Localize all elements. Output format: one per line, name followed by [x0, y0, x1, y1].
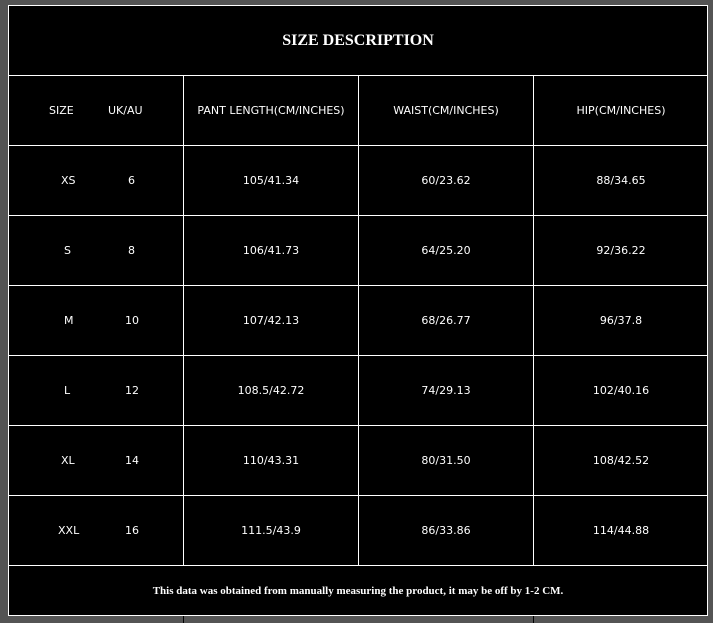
- size-cell: M 10: [9, 286, 184, 355]
- size-cell: XL 14: [9, 426, 184, 495]
- waist-value: 60/23.62: [359, 146, 534, 215]
- size-cell: XS 6: [9, 146, 184, 215]
- size-chart-table: SIZE DESCRIPTION SIZE UK/AU PANT LENGTH(…: [8, 5, 708, 616]
- hip-value: 102/40.16: [592, 384, 650, 397]
- size-label: L: [64, 384, 71, 397]
- pant-length-value: 108.5/42.72: [184, 356, 359, 425]
- table-row: XL 14 110/43.31 80/31.50 108/42.52: [9, 426, 707, 496]
- uk-au-value: 16: [125, 524, 139, 537]
- waist-value: 74/29.13: [359, 356, 534, 425]
- table-title: SIZE DESCRIPTION: [282, 31, 434, 49]
- pant-length-value: 110/43.31: [184, 426, 359, 495]
- divider: [533, 616, 534, 623]
- header-row: SIZE UK/AU PANT LENGTH(CM/INCHES) WAIST(…: [9, 76, 707, 146]
- hip-value: 108/42.52: [592, 454, 650, 467]
- size-cell: XXL 16: [9, 496, 184, 565]
- title-row: SIZE DESCRIPTION: [9, 6, 707, 76]
- hip-value: 96/37.8: [599, 314, 643, 327]
- divider: [183, 616, 184, 623]
- header-size-cell: SIZE UK/AU: [9, 76, 184, 145]
- waist-value: 64/25.20: [359, 216, 534, 285]
- hip-value: 92/36.22: [596, 244, 646, 257]
- footnote: This data was obtained from manually mea…: [152, 585, 564, 597]
- header-uk-au: UK/AU: [108, 104, 143, 117]
- pant-length-value: 111.5/43.9: [184, 496, 359, 565]
- hip-value: 114/44.88: [592, 524, 650, 537]
- uk-au-value: 8: [128, 244, 135, 257]
- size-label: S: [64, 244, 71, 257]
- waist-value: 68/26.77: [359, 286, 534, 355]
- table-row: L 12 108.5/42.72 74/29.13 102/40.16: [9, 356, 707, 426]
- footnote-row: This data was obtained from manually mea…: [9, 566, 707, 616]
- pant-length-value: 106/41.73: [184, 216, 359, 285]
- header-waist: WAIST(CM/INCHES): [359, 76, 534, 145]
- pant-length-value: 107/42.13: [184, 286, 359, 355]
- size-label: XL: [61, 454, 75, 467]
- uk-au-value: 12: [125, 384, 139, 397]
- size-label: XS: [61, 174, 76, 187]
- pant-length-value: 105/41.34: [184, 146, 359, 215]
- waist-value: 80/31.50: [359, 426, 534, 495]
- uk-au-value: 14: [125, 454, 139, 467]
- hip-value: 88/34.65: [596, 174, 646, 187]
- header-size: SIZE: [49, 104, 74, 117]
- uk-au-value: 6: [128, 174, 135, 187]
- header-hip: HIP(CM/INCHES): [576, 104, 666, 117]
- size-cell: L 12: [9, 356, 184, 425]
- waist-value: 86/33.86: [359, 496, 534, 565]
- uk-au-value: 10: [125, 314, 139, 327]
- size-label: M: [64, 314, 74, 327]
- size-label: XXL: [58, 524, 80, 537]
- table-row: XS 6 105/41.34 60/23.62 88/34.65: [9, 146, 707, 216]
- table-row: S 8 106/41.73 64/25.20 92/36.22: [9, 216, 707, 286]
- header-pant-length: PANT LENGTH(CM/INCHES): [184, 76, 359, 145]
- table-row: M 10 107/42.13 68/26.77 96/37.8: [9, 286, 707, 356]
- table-row: XXL 16 111.5/43.9 86/33.86 114/44.88: [9, 496, 707, 566]
- size-cell: S 8: [9, 216, 184, 285]
